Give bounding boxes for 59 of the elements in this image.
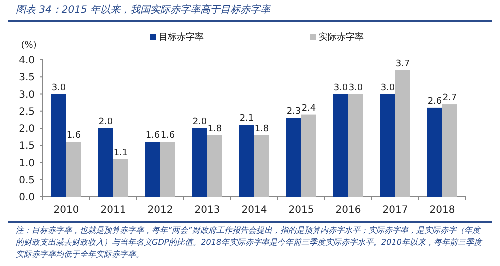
bar <box>442 104 458 197</box>
bar <box>114 159 128 197</box>
data-label: 3.0 <box>334 83 348 94</box>
x-tick-label: 2017 <box>382 205 408 216</box>
data-label: 2.4 <box>302 104 316 114</box>
bar <box>52 94 66 197</box>
bar <box>160 142 176 197</box>
yticks[8]: 4.0 <box>19 56 35 66</box>
bar <box>380 94 396 197</box>
x-tick-label: 2012 <box>148 205 174 216</box>
legend-label: 目标赤字率 <box>159 32 204 43</box>
yticks[4]: 2.0 <box>19 124 35 135</box>
bar <box>254 135 270 197</box>
bar <box>192 128 208 197</box>
x-tick-label: 2016 <box>336 205 362 216</box>
x-tick-label: 2013 <box>194 205 220 216</box>
x-tick-label: 2015 <box>288 205 314 216</box>
yticks[2]: 1.0 <box>19 158 35 170</box>
text: 注：目标赤字率，也就是预算赤字率，每年“两会”财政府工作报告会提出，指的是预算内赤字水平；实际赤字率，是实际赤字（年度的财政支出减去财政收入）与当年名义GDP的比值。2018年实际赤字率是今年前三季度实际赤字水平。2010年以来，每年前三季度实际赤字率均低于全年实际赤字率。 <box>16 225 484 261</box>
bar <box>146 142 160 197</box>
data-label: 1.8 <box>254 124 270 134</box>
x-tick-label: 2018 <box>430 205 456 216</box>
data-label: 1.6 <box>66 131 82 142</box>
yticks[5]: 2.5 <box>19 106 35 118</box>
data-label: 1.6 <box>146 131 160 142</box>
data-label: 2.7 <box>442 94 458 104</box>
bar <box>396 70 410 197</box>
data-label: 2.0 <box>192 118 208 128</box>
data-label: 1.6 <box>160 131 176 142</box>
bar <box>302 114 316 197</box>
data-label: 1.8 <box>208 124 222 134</box>
data-label: 2.1 <box>240 114 254 124</box>
bar <box>98 128 114 197</box>
data-label: 3.7 <box>396 59 410 70</box>
data-label: 2.6 <box>428 96 442 107</box>
data-label: 3.0 <box>348 83 364 94</box>
data-label: 2.3 <box>286 107 302 118</box>
x-tick-label: 2014 <box>242 205 268 216</box>
x-tick-label: 2011 <box>100 205 126 216</box>
yticks[7]: 3.5 <box>19 72 35 84</box>
bar <box>66 142 82 197</box>
bar <box>208 135 222 197</box>
yticks[1]: 0.5 <box>19 175 35 186</box>
bar <box>334 94 348 197</box>
bar <box>240 125 254 197</box>
bar <box>286 118 302 197</box>
chart-title: 图表 34：2015 年以来，我国实际赤字率高于目标赤字率 <box>16 4 271 17</box>
data-label: 3.0 <box>52 83 66 94</box>
yticks[0]: 0.0 <box>19 192 35 204</box>
legend-label: 实际赤字率 <box>319 32 364 43</box>
yticks[6]: 3.0 <box>19 90 35 101</box>
y-axis-title: (%) <box>21 41 37 51</box>
data-label: 3.0 <box>380 83 396 94</box>
data-label: 2.0 <box>98 118 114 128</box>
x-tick-label: 2010 <box>54 205 80 216</box>
bar <box>428 108 442 197</box>
bar <box>348 94 364 197</box>
data-label: 1.1 <box>114 148 128 158</box>
yticks[3]: 1.5 <box>19 141 35 152</box>
